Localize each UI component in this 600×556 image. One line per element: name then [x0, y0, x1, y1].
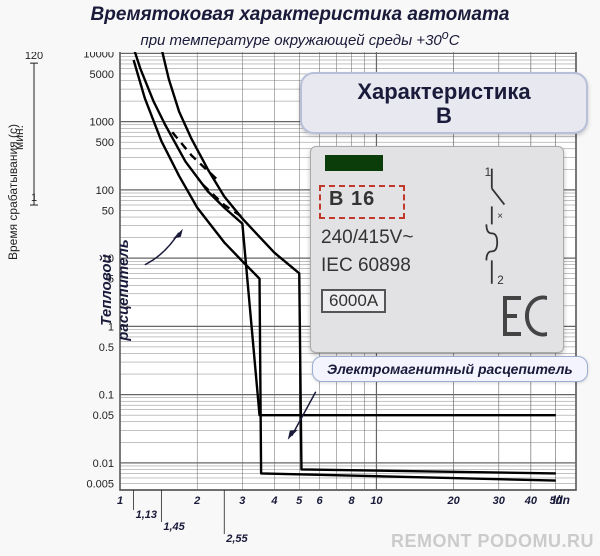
breaker-schematic-icon: 1 × 2 [481, 163, 517, 293]
svg-text:4: 4 [270, 495, 277, 507]
svg-text:500: 500 [96, 137, 114, 149]
characteristic-box: Характеристика B [300, 72, 588, 134]
svg-text:0.05: 0.05 [93, 410, 114, 422]
svg-text:×: × [497, 211, 503, 222]
svg-text:8: 8 [349, 495, 356, 507]
svg-text:5000: 5000 [90, 69, 114, 81]
chart-subtitle: при температуре окружающей среды +30oC [0, 28, 600, 49]
svg-text:5: 5 [296, 495, 303, 507]
svg-text:0.005: 0.005 [86, 478, 114, 490]
svg-text:6: 6 [316, 495, 323, 507]
breaker-rating: 6000A [321, 289, 386, 313]
breaker-voltage: 240/415V~ [321, 227, 413, 249]
svg-text:1: 1 [117, 495, 123, 507]
svg-text:120: 120 [25, 52, 43, 62]
thermal-callout: Тепловой расцепитель [98, 220, 133, 360]
svg-text:50: 50 [102, 205, 114, 217]
svg-text:2: 2 [193, 495, 200, 507]
svg-text:2,55: 2,55 [225, 533, 248, 545]
svg-text:40: 40 [524, 495, 538, 507]
svg-text:3: 3 [239, 495, 245, 507]
breaker-strip [325, 155, 383, 171]
svg-text:20: 20 [447, 495, 461, 507]
svg-text:30: 30 [493, 495, 506, 507]
svg-text:1,13: 1,13 [136, 509, 157, 521]
electromagnetic-callout: Электромагнитный расцепитель [312, 356, 588, 382]
svg-text:0.01: 0.01 [93, 458, 114, 470]
eac-mark-icon [501, 294, 549, 338]
svg-text:1,45: 1,45 [163, 521, 185, 533]
svg-text:1: 1 [31, 192, 37, 204]
chart-title: Времятоковая характеристика автомата [0, 0, 600, 26]
svg-text:10000: 10000 [83, 52, 114, 60]
svg-text:1000: 1000 [90, 117, 114, 129]
svg-text:10: 10 [370, 495, 383, 507]
watermark: REMONT PODOMU.RU [391, 531, 594, 552]
characteristic-title: Характеристика B [310, 80, 578, 128]
svg-text:1: 1 [485, 166, 492, 179]
svg-text:2: 2 [497, 274, 504, 287]
svg-text:I/In: I/In [553, 493, 570, 507]
breaker-label-plate: B 16 240/415V~ IEC 60898 6000A 1 × 2 [310, 146, 564, 353]
svg-text:0.1: 0.1 [99, 390, 114, 402]
breaker-model: B 16 [329, 188, 375, 211]
breaker-standard: IEC 60898 [321, 255, 411, 277]
svg-text:100: 100 [96, 185, 114, 197]
